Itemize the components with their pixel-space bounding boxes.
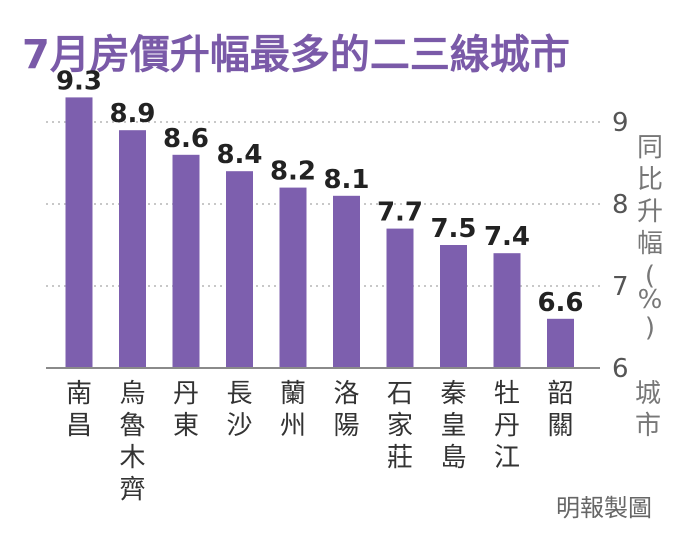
bar <box>226 171 253 368</box>
value-labels: 9.38.9 8.68.4 8.2 8.1 7.77.5 7.4 6.6 <box>56 66 584 317</box>
data-label: 8.6 <box>163 124 209 154</box>
data-label: 7.4 <box>484 222 530 252</box>
data-label: 8.1 <box>323 165 369 195</box>
bar <box>547 318 574 368</box>
x-axis-title: 城市 <box>635 379 661 441</box>
category-label: 石家莊 <box>387 379 413 473</box>
data-label: 8.4 <box>216 140 262 170</box>
category-label: 南昌 <box>66 379 92 441</box>
category-label: 洛陽 <box>333 379 359 441</box>
bar <box>440 245 467 368</box>
data-label: 9.3 <box>56 66 102 96</box>
category-label: 烏魯木齊 <box>119 379 145 505</box>
category-label: 牡丹江 <box>494 379 520 473</box>
bar <box>279 187 307 368</box>
bar <box>493 253 521 368</box>
category-label: 丹東 <box>173 379 199 441</box>
data-label: 8.2 <box>270 157 316 187</box>
category-label: 長沙 <box>226 379 252 441</box>
y-tick-label: 7 <box>612 272 629 302</box>
data-label: 7.5 <box>430 214 476 244</box>
bar <box>386 228 414 368</box>
y-tick-label: 8 <box>612 190 629 220</box>
y-axis-title: 同比升幅(%) <box>637 133 663 343</box>
y-tick-label: 9 <box>612 108 629 138</box>
data-label: 8.9 <box>109 99 155 129</box>
y-axis-title-text: 同比升幅(%) <box>637 133 663 343</box>
bars <box>65 97 574 369</box>
bar <box>65 97 93 369</box>
y-tick-label: 6 <box>612 354 629 384</box>
y-tick-labels: 6 7 8 9 <box>612 108 629 384</box>
category-label: 秦皇島 <box>440 379 466 473</box>
source-credit: 明報製圖 <box>556 494 652 522</box>
data-label: 6.6 <box>537 288 583 318</box>
bar <box>333 195 360 368</box>
category-label: 蘭州 <box>280 379 306 441</box>
x-axis-title-text: 城市 <box>635 379 661 441</box>
bar <box>119 130 146 368</box>
bar <box>172 154 200 368</box>
data-label: 7.7 <box>377 198 423 228</box>
category-label: 韶關 <box>547 379 573 441</box>
chart-title: 7月房價升幅最多的二三線城市 <box>22 32 570 78</box>
